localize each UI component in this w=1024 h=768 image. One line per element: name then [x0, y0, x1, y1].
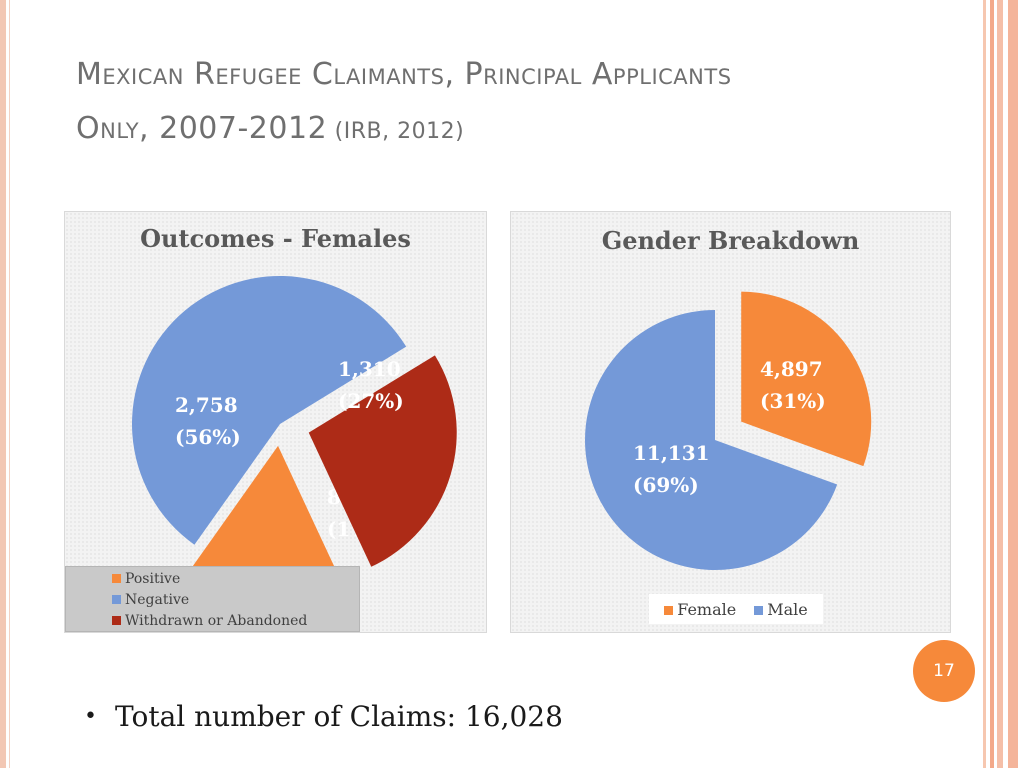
legend-item-positive: Positive — [112, 569, 359, 590]
slide-title-line2: Only, 2007-2012 (IRB, 2012) — [76, 102, 976, 159]
left-decor-line — [9, 0, 10, 768]
bullet-total-claims: • Total number of Claims: 16,028 — [84, 700, 563, 733]
slide-title: Mexican Refugee Claimants, Principal App… — [76, 48, 976, 159]
legend-label: Positive — [125, 571, 181, 587]
slide-title-source: (IRB, 2012) — [327, 119, 465, 144]
right-decor-stripe — [983, 0, 986, 768]
legend-label: Negative — [125, 592, 190, 608]
bullet-icon: • — [84, 704, 97, 729]
slide-title-line1: Mexican Refugee Claimants, Principal App… — [76, 57, 732, 92]
chart-title: Gender Breakdown — [601, 226, 860, 255]
legend-swatch — [112, 595, 121, 604]
pie-slice-positive — [192, 445, 341, 594]
pie-slice-negative — [132, 276, 407, 545]
data-label-withdrawn-or-abandoned: 1,310 (27%) — [338, 357, 404, 413]
legend: Positive Negative Withdrawn or Abandoned — [65, 566, 360, 632]
legend-label: Female — [677, 599, 737, 619]
gender-breakdown-pie: 4,897 (31%) 11,131 (69%) — [585, 291, 872, 570]
pie-slice-withdrawn-or-abandoned — [308, 355, 457, 567]
legend-swatch — [112, 574, 121, 583]
legend-item-withdrawn: Withdrawn or Abandoned — [112, 611, 359, 632]
left-decor-stripe — [0, 0, 6, 768]
legend-item-male: Male — [754, 600, 808, 619]
slide-title-line2-main: Only, 2007-2012 — [76, 111, 328, 146]
bullet-text: Total number of Claims: 16,028 — [114, 700, 563, 733]
legend-item-negative: Negative — [112, 590, 359, 611]
right-decor-stripe — [1008, 0, 1018, 768]
legend-item-female: Female — [664, 600, 736, 619]
right-decor-stripe — [997, 0, 1003, 768]
outcomes-females-panel: Outcomes - Females 819(17%)2,758(56%)1,3… — [64, 211, 487, 633]
data-label-male: 11,131 (69%) — [633, 441, 710, 497]
gender-breakdown-panel: Gender Breakdown 4,897 (31%) 11,131 (69%) F… — [510, 211, 951, 633]
data-label-negative: 2,758 (56%) — [175, 393, 241, 449]
legend-label: Withdrawn or Abandoned — [125, 613, 308, 629]
legend-swatch — [754, 605, 764, 615]
legend-swatch — [664, 605, 674, 615]
legend: Female Male — [649, 594, 823, 624]
pie-slice-male — [585, 310, 838, 570]
right-decor-stripe — [990, 0, 994, 768]
chart-title: Outcomes - Females — [140, 224, 411, 253]
data-label-female: 4,897 (31%) — [760, 357, 826, 413]
legend-swatch — [112, 616, 121, 625]
legend-label: Male — [767, 599, 808, 619]
pie-slice-female — [741, 291, 872, 467]
page-number-badge: 17 — [913, 640, 975, 702]
outcomes-females-pie: 819(17%)2,758(56%)1,310(27%) — [132, 276, 457, 594]
